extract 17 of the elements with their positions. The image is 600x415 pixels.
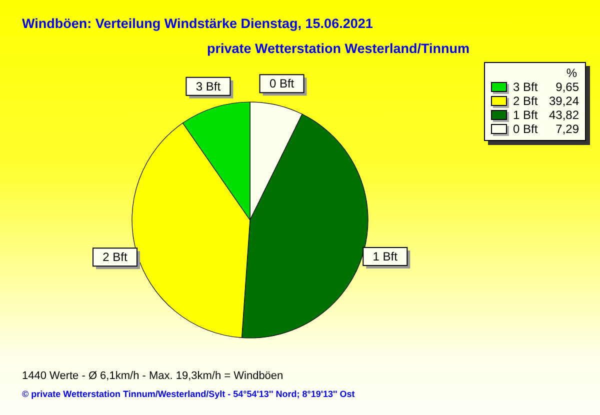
slice-label: 2 Bft [102,250,128,264]
slice-label: 1 Bft [372,250,398,264]
legend-label: 1 Bft [513,108,539,122]
legend-title: % [565,66,577,80]
data-label: 39,24 [548,94,579,108]
data-label: 7,29 [556,122,579,136]
data-label: 43,82 [548,108,579,122]
slice-label: 3 Bft [196,79,222,94]
text: © private Wetterstation Tinnum/Westerland/Sylt - 54°54'13'' Nord; 8°19'13'' Ost [22,389,355,399]
chart-title: Windböen: Verteilung Windstärke Dienstag, 15.06.2021 [22,16,373,31]
legend-label: 0 Bft [513,122,539,136]
chart-subtitle: private Wetterstation Westerland/Tinnum [207,41,470,56]
data-label: 9,65 [556,80,579,94]
legend-label: 2 Bft [513,94,539,108]
slice-label: 0 Bft [269,76,295,91]
legend-label: 3 Bft [513,80,539,94]
text: 1440 Werte - Ø 6,1km/h - Max. 19,3km/h = Windböen [22,370,284,382]
